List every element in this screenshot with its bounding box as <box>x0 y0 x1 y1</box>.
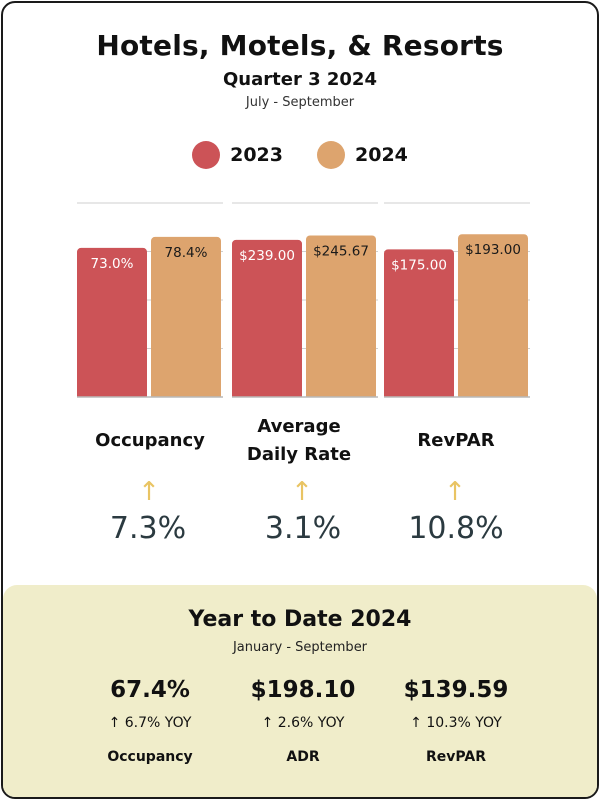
ytd-adr: $198.10 ↑ 2.6% YOY ADR <box>218 677 388 765</box>
metric-label-occupancy: Occupancy <box>65 427 235 455</box>
metric-label-adr-line1: Average <box>257 416 341 437</box>
occupancy-bar-2024 <box>151 236 221 397</box>
occupancy-chart-panel: 73.0% 78.4% <box>77 201 223 399</box>
ytd-period: January - September <box>232 640 368 655</box>
legend-label-2023: 2023 <box>230 144 283 166</box>
ytd-occupancy: 67.4% ↑ 6.7% YOY Occupancy <box>65 677 235 765</box>
revpar-bar-base-2024 <box>458 391 528 397</box>
metric-label-revpar: RevPAR <box>371 427 541 455</box>
ytd-occupancy-yoy: ↑ 6.7% YOY <box>108 715 192 731</box>
ytd-occupancy-value: 67.4% <box>110 677 190 703</box>
adr-bar-base-2024 <box>306 391 376 397</box>
ytd-revpar-yoy: ↑ 10.3% YOY <box>410 715 502 731</box>
ytd-adr-yoy: ↑ 2.6% YOY <box>261 715 345 731</box>
occupancy-bar-base-2024 <box>151 391 221 397</box>
adr-data-label-2023: $239.00 <box>239 248 295 264</box>
ytd-revpar-label: RevPAR <box>426 749 486 765</box>
up-arrow-icon: ↑ <box>138 477 160 507</box>
legend-swatch-2024 <box>317 141 345 169</box>
occupancy-data-label-2024: 78.4% <box>165 245 208 261</box>
metric-label-adr: Average Daily Rate <box>214 413 384 469</box>
revpar-bar-chart: $175.00 $193.00 <box>384 202 530 398</box>
revpar-data-label-2023: $175.00 <box>391 257 447 273</box>
occupancy-bar-2023 <box>77 247 147 397</box>
legend-label-2024: 2024 <box>355 144 408 166</box>
adr-bar-base-2023 <box>232 391 302 397</box>
occupancy-bar-base-2023 <box>77 391 147 397</box>
revpar-bar-base-2023 <box>384 391 454 397</box>
up-arrow-icon: ↑ <box>291 477 313 507</box>
ytd-adr-value: $198.10 <box>250 677 356 703</box>
occupancy-data-label-2023: 73.0% <box>91 256 134 272</box>
ytd-occupancy-label: Occupancy <box>107 749 193 765</box>
adr-change: 3.1% <box>264 511 342 546</box>
revpar-data-label-2024: $193.00 <box>465 242 521 258</box>
metric-label-occupancy-text: Occupancy <box>95 430 205 451</box>
chart-legend: 2023 2024 <box>3 141 597 169</box>
ytd-revpar-value: $139.59 <box>403 677 509 703</box>
up-arrow-icon: ↑ <box>444 477 466 507</box>
quarter-period: July - September <box>245 95 355 110</box>
adr-bar-chart: $239.00 $245.67 <box>232 202 378 398</box>
adr-bar-2024 <box>306 235 376 397</box>
adr-chart-panel: $239.00 $245.67 <box>232 201 378 399</box>
ytd-section: Year to Date 2024 January - September 67… <box>3 585 597 797</box>
occupancy-change: 7.3% <box>109 511 187 546</box>
metric-label-adr-line2: Daily Rate <box>246 444 352 465</box>
adr-bar-2023 <box>232 239 302 397</box>
revpar-chart-panel: $175.00 $193.00 <box>384 201 530 399</box>
metric-label-revpar-text: RevPAR <box>417 430 495 451</box>
revpar-bar-2023 <box>384 249 454 397</box>
legend-swatch-2023 <box>192 141 221 169</box>
legend-item-2024: 2024 <box>317 141 408 169</box>
revpar-bar-2024 <box>458 234 528 397</box>
ytd-adr-label: ADR <box>286 749 320 765</box>
page-title: Hotels, Motels, & Resorts <box>96 29 504 62</box>
page-subtitle: Quarter 3 2024 <box>223 69 377 90</box>
ytd-title: Year to Date 2024 <box>188 607 412 632</box>
revpar-change: 10.8% <box>408 511 504 546</box>
occupancy-bar-chart: 73.0% 78.4% <box>77 202 223 398</box>
ytd-revpar: $139.59 ↑ 10.3% YOY RevPAR <box>371 677 541 765</box>
legend-item-2023: 2023 <box>192 141 283 169</box>
adr-data-label-2024: $245.67 <box>313 243 369 259</box>
